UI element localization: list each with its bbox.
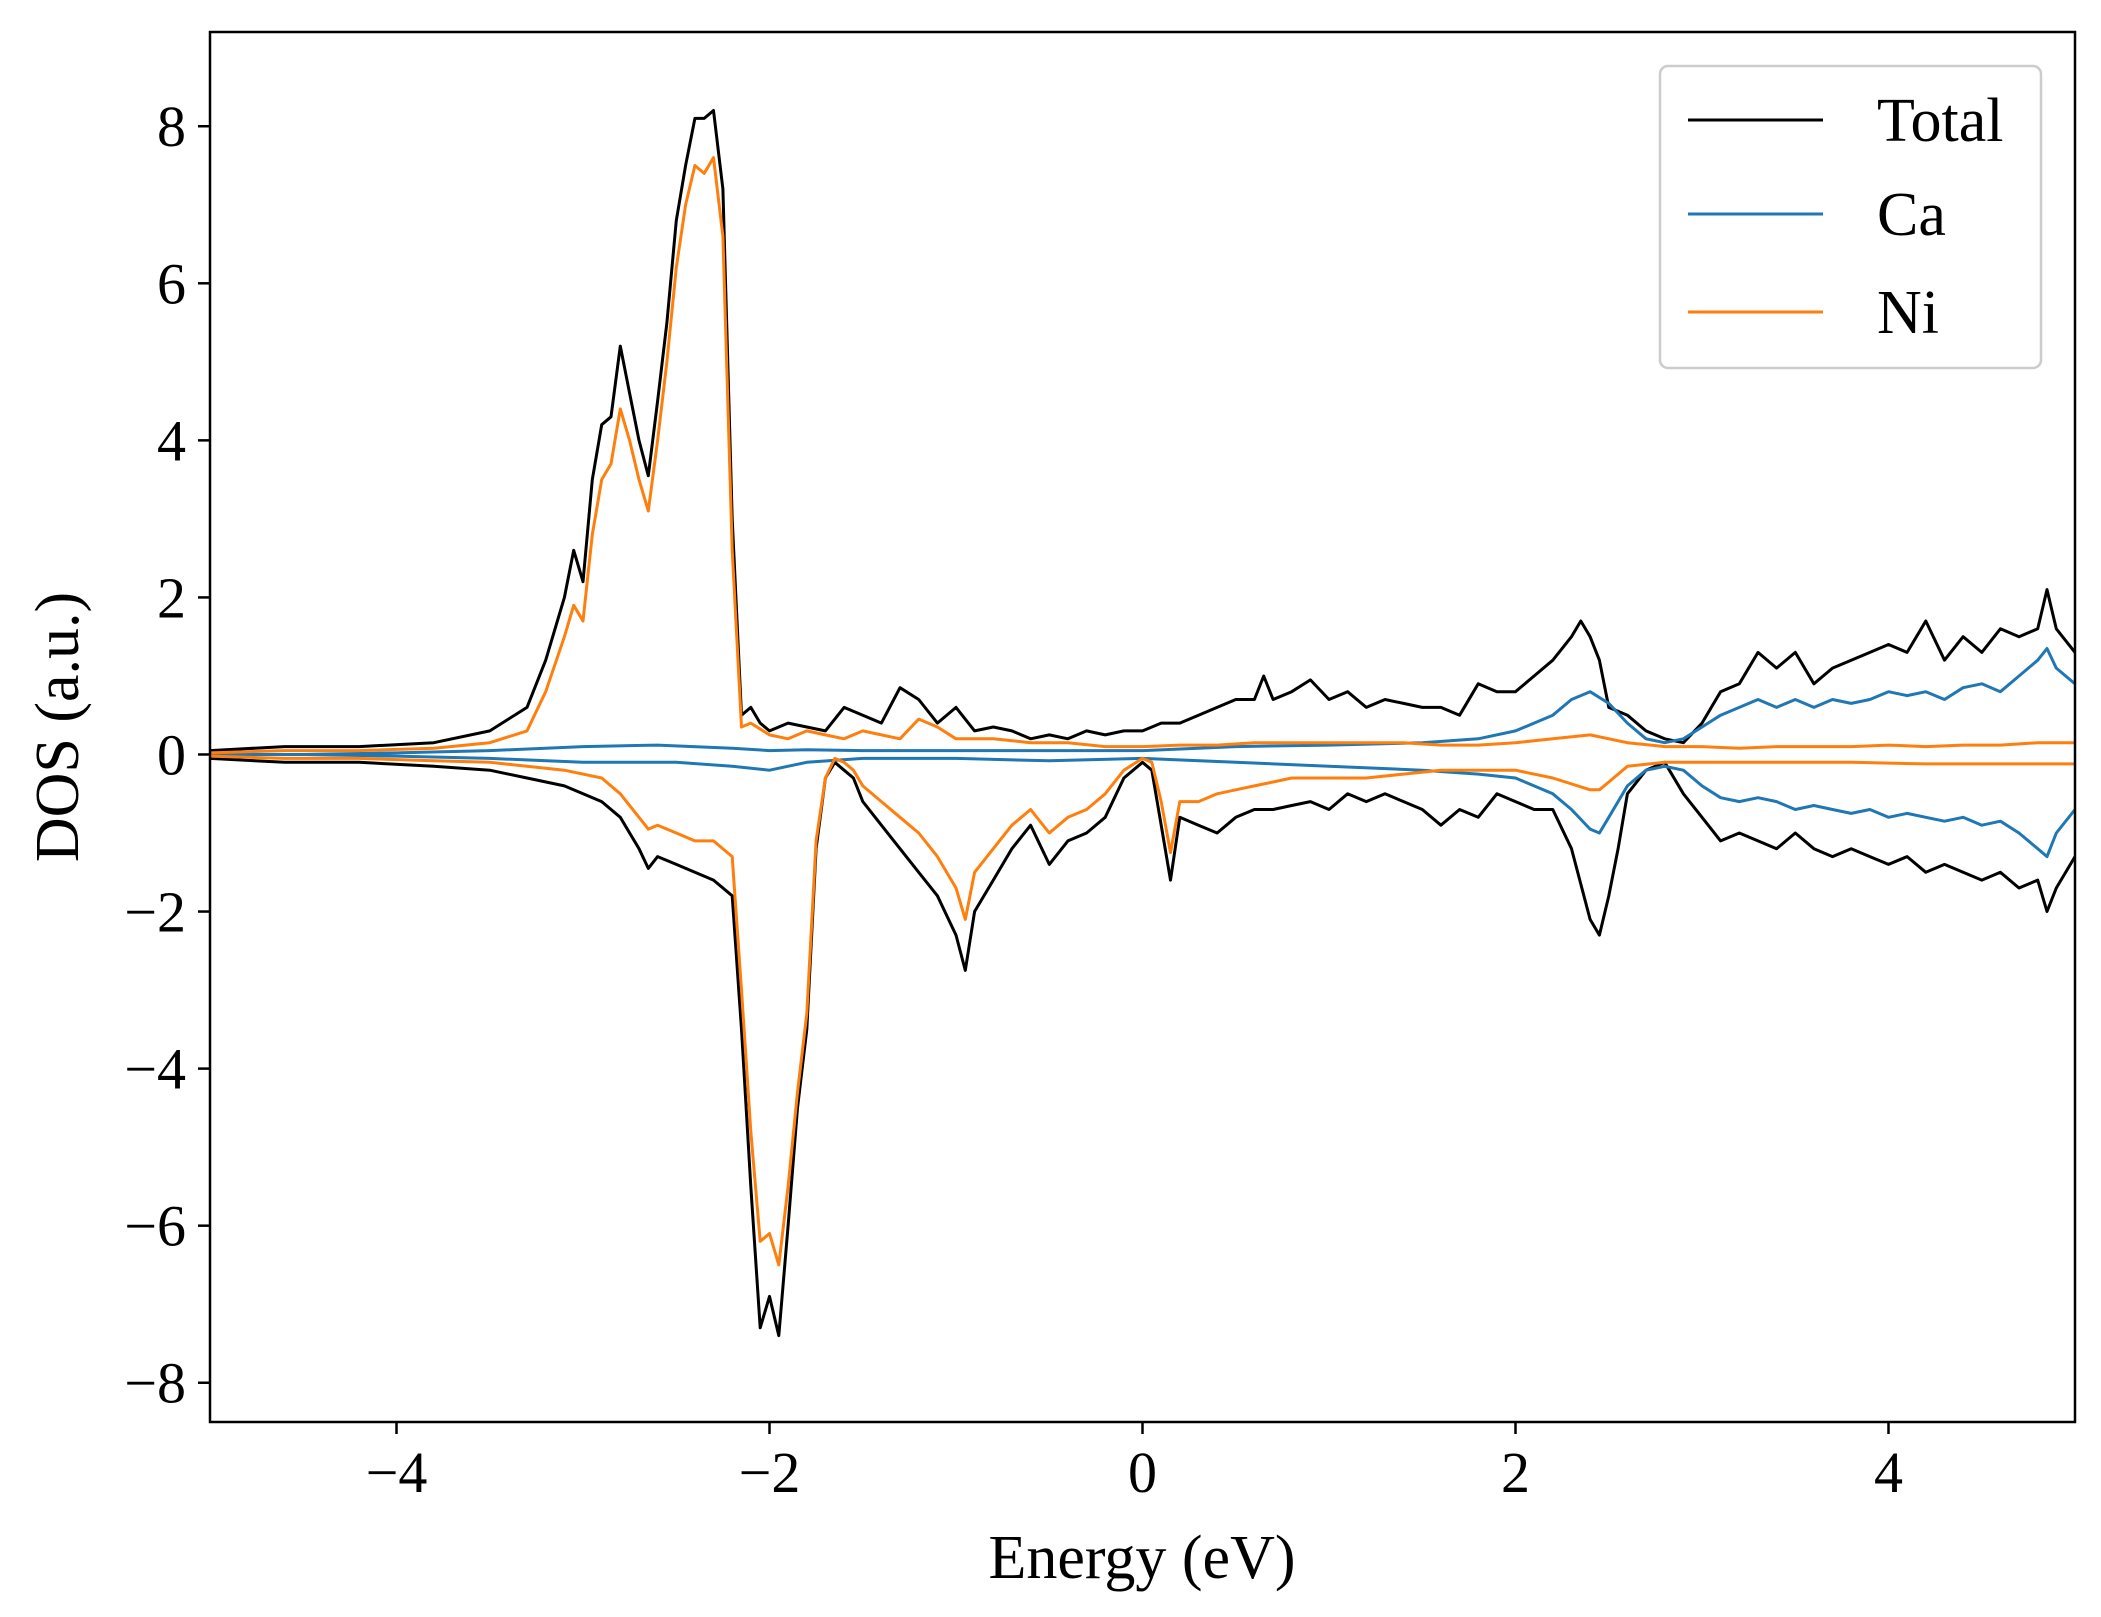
legend-label-ni: Ni	[1877, 279, 1939, 347]
legend-label-ca: Ca	[1877, 181, 1946, 249]
y-tick-label: −8	[124, 1351, 186, 1416]
x-tick-label: −2	[739, 1440, 801, 1505]
series-layer	[210, 109, 2075, 1338]
x-axis-label: Energy (eV)	[988, 1524, 1295, 1592]
series-ca-up	[210, 647, 2075, 756]
y-tick-label: 2	[157, 565, 186, 630]
legend-frame	[1658, 64, 2043, 370]
y-axis-label: DOS (a.u.)	[24, 592, 92, 862]
y-tick-label: 6	[157, 251, 186, 316]
legend: Total Ca Ni	[1658, 64, 2043, 370]
x-axis-ticks: −4 −2 0 2 4	[366, 1422, 1903, 1505]
series-total-up	[210, 109, 2075, 753]
series-total-down	[210, 756, 2075, 1338]
y-tick-label: 8	[157, 94, 186, 159]
series-ni-down	[210, 754, 2075, 1267]
x-tick-label: 2	[1501, 1440, 1530, 1505]
series-ca-down	[210, 753, 2075, 859]
y-tick-label: 0	[157, 722, 186, 787]
x-tick-label: 0	[1128, 1440, 1157, 1505]
legend-label-total: Total	[1877, 87, 2004, 155]
y-tick-label: −2	[124, 880, 186, 945]
x-tick-label: 4	[1874, 1440, 1903, 1505]
y-tick-label: −4	[124, 1037, 186, 1102]
series-ni-up	[210, 156, 2075, 755]
y-axis-ticks: −8 −6 −4 −2 0 2 4 6 8	[124, 94, 210, 1416]
y-tick-label: 4	[157, 408, 186, 473]
y-tick-label: −6	[124, 1194, 186, 1259]
x-tick-label: −4	[366, 1440, 428, 1505]
